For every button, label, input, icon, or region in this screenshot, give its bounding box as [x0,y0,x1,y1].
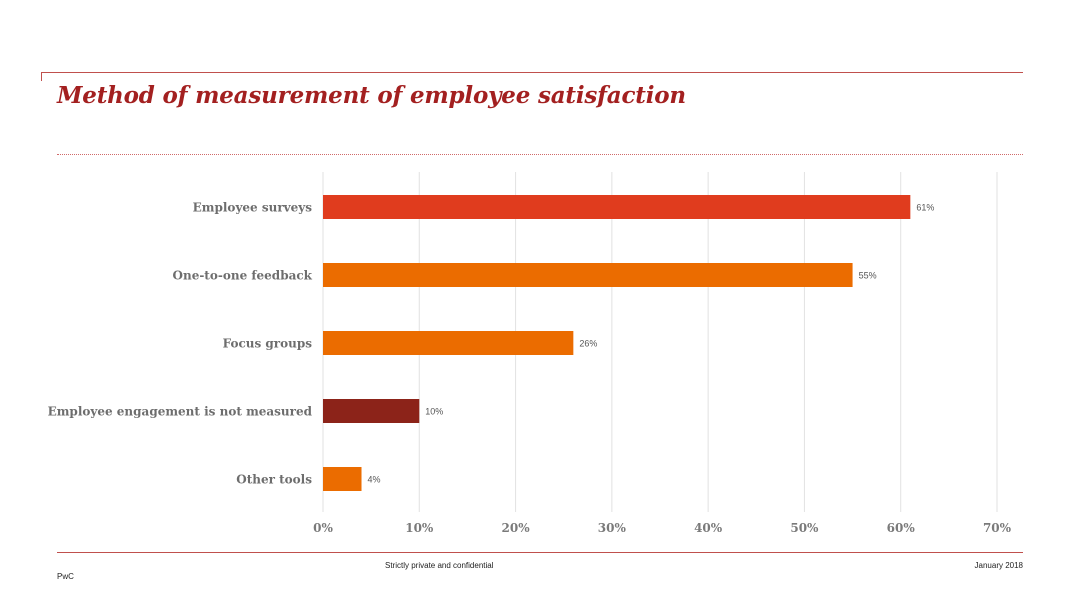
data-label: 55% [859,271,877,281]
x-tick-label: 0% [313,521,333,535]
bar [323,195,911,219]
bar [323,331,574,355]
category-label: One-to-one feedback [173,269,313,283]
data-label: 26% [579,339,597,349]
slide-title: Method of measurement of employee satisf… [57,82,686,109]
footer-date: January 2018 [974,561,1023,570]
bar [323,263,853,287]
footer-rule [57,552,1023,553]
category-label: Other tools [236,473,312,487]
x-tick-label: 10% [405,521,434,535]
header-rule [41,72,1023,73]
data-label: 61% [916,203,934,213]
category-label: Focus groups [223,337,313,351]
bar [323,467,362,491]
footer-confidentiality: Strictly private and confidential [385,561,494,570]
data-label: 10% [425,407,443,417]
x-tick-label: 70% [983,521,1012,535]
category-label: Employee engagement is not measured [48,405,313,419]
data-label: 4% [368,475,381,485]
x-tick-label: 60% [887,521,916,535]
category-label: Employee surveys [193,201,313,215]
x-tick-label: 40% [694,521,723,535]
title-divider [57,154,1023,155]
x-tick-label: 20% [502,521,531,535]
header-rule-tick [41,72,42,81]
x-tick-label: 30% [598,521,627,535]
bar [323,399,420,423]
x-tick-label: 50% [790,521,819,535]
footer-brand: PwC [57,572,74,581]
